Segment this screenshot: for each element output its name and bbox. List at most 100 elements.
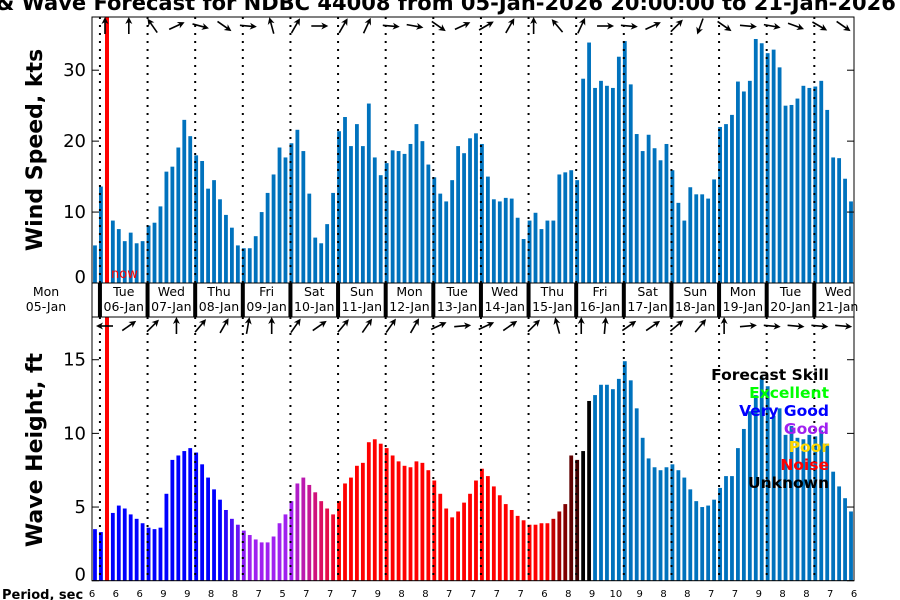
direction-arrow-icon [696,18,704,35]
wind-bar [158,206,163,283]
period-value: 10 [610,589,623,600]
wave-bar [670,464,675,581]
wave-bar [849,511,853,581]
arrow-head [551,19,559,27]
wind-bar [813,86,818,283]
wave-bar [527,524,532,581]
wind-bar [313,237,318,283]
wave-bar [605,384,609,581]
arrow-shaft [670,21,682,33]
arrow-head [796,23,805,30]
arrow-head [201,23,209,30]
day-separator [193,283,198,317]
arrow-head [630,22,638,30]
wind-bar [646,134,651,283]
wind-bar [736,81,740,283]
wave-y-tick-label: 15 [63,350,86,371]
arrow-head [101,17,109,24]
day-of-week-label: Fri [593,284,608,299]
arrow-shaft [385,320,395,334]
wave-bar [116,505,121,581]
wind-bar [491,199,496,283]
day-of-week-label: Sat [637,284,658,299]
wave-bar [712,499,717,581]
wave-bar [724,476,728,581]
period-value: 9 [375,589,381,600]
direction-arrow-icon [530,17,538,34]
arrow-head [698,319,707,327]
wind-bar [235,245,240,283]
direction-arrow-icon [763,322,781,330]
arrow-shaft [382,24,397,28]
arrow-shaft [409,320,419,334]
date-label: 18-Jan [675,299,715,314]
day-of-week-label: Fri [259,284,274,299]
day-separator [764,283,769,317]
date-label: 20-Jan [770,299,810,314]
arrow-head [675,320,684,328]
wave-bar [229,518,234,581]
wave-bar [378,443,383,581]
wind-bar [372,157,377,283]
day-separator [574,283,579,317]
direction-arrow-icon [553,317,561,334]
arrow-shaft [361,320,372,334]
period-value: 8 [660,589,666,600]
arrow-shaft [290,20,300,34]
wind-bar [110,220,115,283]
arrow-head [268,317,276,324]
arrow-head [723,24,732,32]
wind-bar [271,174,276,283]
wind-bar [509,198,514,283]
wave-bar [408,467,413,581]
wind-bar [825,109,830,283]
arrow-shaft [217,20,230,31]
wave-bar [664,467,669,581]
arrow-shaft [577,20,585,34]
arrow-head [601,317,609,325]
arrow-shaft [338,20,347,34]
legend-item-very-good: Very Good [739,402,829,420]
wind-bar [628,84,633,284]
wave-bar [747,411,752,581]
direction-arrow-icon [551,19,564,33]
wind-bar [265,192,270,283]
arrow-head [486,321,495,329]
wave-bar [289,501,294,581]
wind-bar [777,67,782,283]
arrow-head [797,322,805,330]
wave-bar [491,486,496,581]
wind-bar [414,124,419,283]
direction-arrow-icon [290,318,301,334]
arrow-head [96,322,103,330]
legend-item-noise: Noise [780,456,829,474]
arrow-shaft [430,322,445,331]
wave-bar [235,524,240,581]
wind-y-tick-label: 10 [63,202,86,223]
wind-bar [450,180,455,283]
wind-bar [474,133,478,283]
arrow-head [198,319,207,327]
day-of-week-label: Thu [206,284,230,299]
wind-bar [259,212,264,283]
wave-bar [593,395,597,581]
wind-bar [229,227,234,283]
arrow-shaft [763,324,778,328]
wind-bar [218,199,222,283]
wind-bar [569,170,574,283]
day-of-week-label: Tue [445,284,468,299]
period-value: 8 [208,589,214,600]
period-row: 6 6 6 9 9 8 8 7 5 7 7 7 9 8 8 7 7 7 7 6 8 9 10 9 8 8 7 7 9 8 8 7 6 [89,589,857,600]
direction-arrow-icon [290,18,300,34]
wave-bar [801,439,806,581]
arrow-head [125,17,133,24]
arrow-shaft [454,324,469,328]
period-value: 9 [160,589,166,600]
wind-bar [658,160,663,283]
arrow-shaft [645,22,659,31]
period-value: 7 [708,589,714,600]
wind-bar [194,155,199,283]
wind-bar [164,171,169,283]
arrow-shaft [739,24,754,28]
day-of-week-label: Sun [350,284,374,299]
